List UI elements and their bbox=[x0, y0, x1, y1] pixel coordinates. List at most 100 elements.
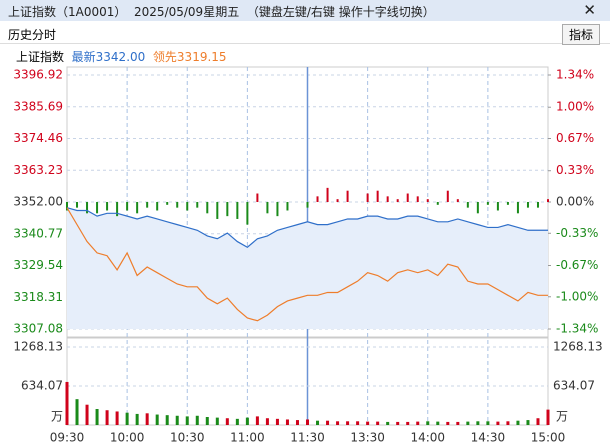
volume-bar bbox=[316, 420, 320, 425]
volume-bar bbox=[235, 418, 239, 425]
x-tick-label: 11:30 bbox=[290, 431, 325, 445]
volume-bar bbox=[486, 421, 490, 425]
x-tick-label: 09:30 bbox=[50, 431, 85, 445]
hint: （键盘左键/右键 操作十字线切换） bbox=[246, 5, 435, 19]
diff-bar bbox=[286, 202, 289, 211]
volume-bar bbox=[85, 404, 89, 425]
y2-tick-label: 1.34% bbox=[556, 68, 594, 82]
volume-bar bbox=[506, 421, 510, 425]
volume-bar bbox=[115, 411, 119, 425]
volume-bar bbox=[456, 421, 460, 425]
y-tick-label: 3363.23 bbox=[13, 163, 63, 177]
x-tick-label: 10:00 bbox=[110, 431, 145, 445]
diff-bar bbox=[486, 202, 489, 205]
diff-bar bbox=[446, 190, 449, 202]
y-tick-label: 3352.00 bbox=[13, 195, 63, 209]
volume-bar bbox=[406, 421, 410, 425]
diff-bar bbox=[126, 202, 129, 211]
diff-bar bbox=[176, 202, 179, 208]
volume-bar bbox=[526, 420, 530, 425]
volume-tick-label-right: 1268.13 bbox=[553, 340, 603, 354]
diff-bar bbox=[146, 202, 149, 208]
volume-bar bbox=[135, 413, 139, 425]
diff-bar bbox=[156, 202, 159, 211]
volume-bar bbox=[366, 421, 370, 425]
volume-bar bbox=[245, 417, 249, 425]
diff-bar bbox=[456, 199, 459, 202]
volume-bar bbox=[356, 421, 360, 425]
volume-bar bbox=[306, 419, 309, 425]
title-bar: 上证指数（1A0001） 2025/05/09星期五 （键盘左键/右键 操作十字… bbox=[0, 0, 610, 21]
diff-bar bbox=[306, 202, 309, 208]
y2-tick-label: 1.00% bbox=[556, 100, 594, 114]
y-tick-label: 3374.46 bbox=[13, 131, 63, 145]
y2-tick-label: 0.33% bbox=[556, 163, 594, 177]
x-tick-label: 14:30 bbox=[471, 431, 506, 445]
volume-tick-label: 634.07 bbox=[21, 378, 63, 392]
volume-unit-right: 万 bbox=[556, 410, 568, 424]
volume-bar bbox=[496, 421, 500, 425]
title: 上证指数（1A0001） bbox=[8, 5, 127, 19]
price-line bbox=[66, 207, 548, 248]
volume-bar bbox=[346, 421, 350, 425]
diff-bar bbox=[316, 196, 319, 202]
diff-bar bbox=[246, 202, 249, 225]
diff-bar bbox=[96, 202, 99, 214]
volume-bar bbox=[386, 421, 390, 425]
diff-bar bbox=[76, 202, 79, 208]
volume-bar bbox=[336, 421, 340, 425]
diff-bar bbox=[496, 202, 499, 211]
volume-bar bbox=[516, 420, 520, 425]
volume-bar bbox=[275, 418, 279, 425]
volume-bar bbox=[446, 421, 450, 425]
tab-row: 历史分时 指标 bbox=[0, 22, 610, 45]
close-button[interactable]: ✕ bbox=[583, 1, 596, 19]
info-row: 上证指数 最新3342.00 领先3319.15 bbox=[0, 45, 610, 65]
volume-bar bbox=[396, 421, 400, 425]
volume-bar bbox=[255, 416, 259, 425]
volume-bar bbox=[195, 415, 199, 425]
diff-bar bbox=[436, 202, 439, 205]
diff-bar bbox=[136, 202, 139, 214]
diff-bar bbox=[66, 202, 68, 211]
diff-bar bbox=[466, 202, 469, 208]
diff-bar bbox=[226, 202, 229, 217]
latest: 最新3342.00 bbox=[71, 50, 146, 64]
diff-bar bbox=[406, 193, 409, 202]
volume-bar bbox=[65, 381, 69, 425]
volume-bar bbox=[215, 417, 219, 425]
diff-bar bbox=[86, 202, 89, 214]
diff-bar bbox=[206, 202, 209, 214]
volume-tick-label-right: 634.07 bbox=[553, 378, 595, 392]
diff-bar bbox=[266, 202, 269, 214]
volume-bar bbox=[476, 421, 480, 425]
volume-bar bbox=[376, 421, 380, 425]
diff-bar bbox=[386, 196, 389, 202]
y-tick-label: 3307.08 bbox=[13, 322, 63, 336]
y2-tick-label: -1.00% bbox=[556, 289, 598, 303]
volume-bar bbox=[265, 418, 269, 425]
volume-bar bbox=[466, 421, 470, 425]
leading: 领先3319.15 bbox=[152, 50, 227, 64]
area bbox=[67, 207, 548, 329]
diff-bar bbox=[326, 187, 329, 202]
y-tick-label: 3396.92 bbox=[13, 68, 63, 82]
x-tick-label: 14:00 bbox=[410, 431, 445, 445]
volume-bar bbox=[225, 418, 229, 425]
diff-bar bbox=[106, 202, 109, 211]
volume-bar bbox=[145, 413, 149, 425]
volume-bar bbox=[175, 415, 179, 425]
price-panel bbox=[66, 66, 549, 338]
diff-bar bbox=[116, 202, 119, 217]
diff-bar bbox=[186, 202, 189, 211]
diff-bar bbox=[526, 202, 529, 208]
volume-bar bbox=[295, 420, 299, 425]
volume-bar bbox=[125, 412, 129, 425]
volume-bar bbox=[536, 418, 540, 425]
diff-bar bbox=[256, 193, 259, 202]
volume-bar bbox=[205, 417, 209, 425]
indicator-button[interactable]: 指标 bbox=[561, 24, 600, 45]
x-tick-label: 10:30 bbox=[170, 431, 205, 445]
